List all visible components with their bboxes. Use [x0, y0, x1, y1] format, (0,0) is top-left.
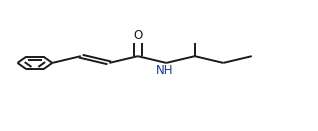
Text: NH: NH	[156, 64, 173, 77]
Text: O: O	[133, 29, 142, 42]
